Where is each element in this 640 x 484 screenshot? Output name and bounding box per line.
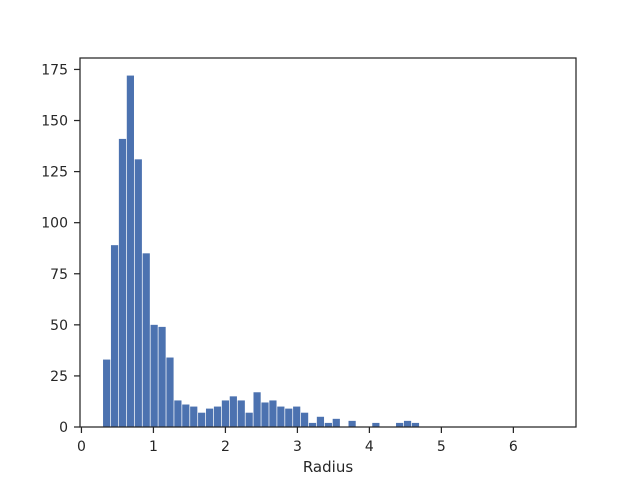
histogram-bar — [308, 422, 317, 427]
x-tick-label: 3 — [293, 439, 302, 455]
x-tick-label: 2 — [221, 439, 230, 455]
histogram-bar — [348, 420, 356, 427]
y-tick-label: 50 — [50, 318, 68, 334]
histogram-bar — [198, 412, 206, 427]
histogram-bar — [245, 412, 253, 427]
histogram-bar — [293, 406, 301, 427]
histogram-bar — [261, 402, 269, 427]
histogram-bar — [103, 359, 111, 427]
histogram-bar — [229, 396, 237, 427]
y-tick-label: 0 — [59, 420, 68, 436]
histogram-bar — [277, 406, 285, 427]
histogram-bar — [190, 406, 198, 427]
x-tick-label: 0 — [77, 439, 86, 455]
histogram-bar — [221, 400, 230, 427]
x-tick-label: 5 — [437, 439, 446, 455]
histogram-bar — [205, 408, 214, 427]
y-tick-label: 25 — [50, 369, 68, 385]
histogram-bar — [213, 406, 222, 427]
histogram-bar — [174, 400, 182, 427]
histogram-bar — [301, 412, 309, 427]
histogram-bar — [237, 400, 245, 427]
x-axis: 0 1 2 3 4 5 6 — [77, 427, 518, 455]
y-tick-label: 75 — [50, 267, 68, 283]
histogram-bar — [372, 422, 380, 427]
histogram-bar — [142, 253, 150, 427]
histogram-bar — [332, 418, 340, 427]
x-tick-label: 4 — [365, 439, 374, 455]
histogram-bar — [411, 422, 420, 427]
histogram-bar — [285, 408, 293, 427]
histogram-bar — [118, 138, 127, 427]
y-tick-label: 125 — [41, 165, 68, 181]
y-tick-label: 150 — [41, 114, 68, 130]
histogram-bar — [324, 422, 332, 427]
histogram-bar — [253, 392, 261, 427]
histogram-bar — [403, 420, 412, 427]
histogram-bar — [150, 324, 158, 427]
histogram-bar — [166, 357, 174, 427]
histogram-bar — [269, 400, 277, 427]
y-tick-label: 175 — [41, 62, 68, 78]
x-axis-label: Radius — [303, 458, 353, 476]
histogram-bar — [182, 404, 190, 427]
x-tick-label: 6 — [509, 439, 518, 455]
histogram-bar — [158, 326, 166, 427]
x-tick-label: 1 — [149, 439, 158, 455]
histogram-bar — [126, 75, 134, 427]
histogram-bar — [110, 245, 119, 427]
y-tick-label: 100 — [41, 216, 68, 232]
histogram-bar — [134, 159, 142, 427]
y-axis: 0 25 50 75 100 125 150 175 — [41, 62, 80, 436]
histogram-bar — [396, 422, 404, 427]
axes-frame — [79, 57, 577, 428]
histogram-bars — [103, 75, 420, 427]
histogram-bar — [316, 416, 325, 427]
